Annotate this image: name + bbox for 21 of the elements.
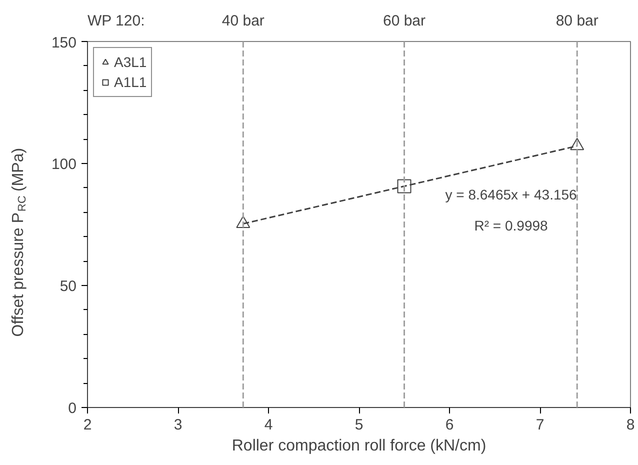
x-axis-title: Roller compaction roll force (kN/cm) [232,438,486,454]
y-axis-title: Offset pressure PRC (MPa) [10,148,28,337]
x-tick-label: 7 [536,416,544,434]
y-tick-label: 100 [51,156,77,173]
x-tick-label: 5 [354,416,364,434]
y-tick-label: 50 [60,278,77,295]
annotation: y = 8.6465x + 43.156 [445,186,578,203]
x-tick-label: 2 [83,416,92,434]
ref-line-label: 80 bar [556,12,598,30]
text: WP 120: [88,12,145,30]
ref-line-label: 40 bar [222,12,264,30]
ref-line-label: 60 bar [382,12,426,30]
y-tick-label: 150 [51,34,77,52]
legend-label: A3L1 [114,54,147,70]
x-tick-label: 3 [174,416,182,434]
y-tick-label: 0 [68,400,76,417]
annotation: R² = 0.9998 [474,218,548,234]
x-tick-label: 4 [264,416,273,434]
x-tick-label: 8 [626,416,635,434]
x-tick-label: 6 [445,416,454,434]
legend-label: A1L1 [114,74,147,90]
